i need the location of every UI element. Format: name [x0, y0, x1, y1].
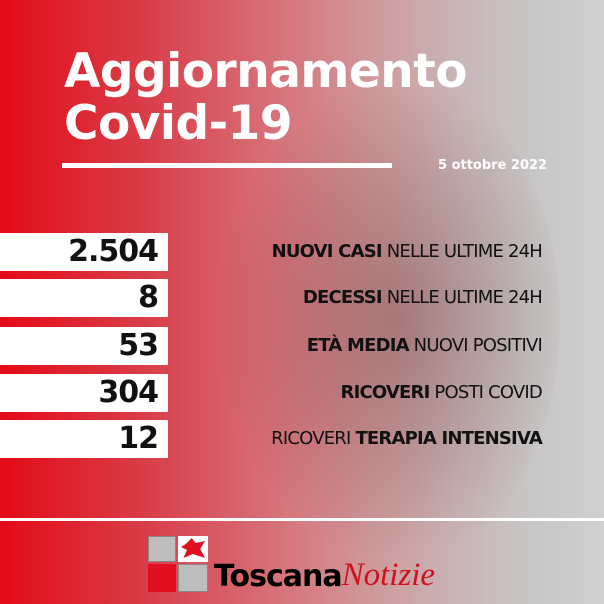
footer-divider [0, 518, 604, 521]
stat-label-icu: RICOVERI TERAPIA INTENSIVA [271, 428, 543, 449]
stat-value-deaths: 8 [0, 279, 168, 317]
stat-value-hospitalized: 304 [0, 374, 168, 412]
title-line-2: Covid-19 [64, 96, 293, 151]
stat-label-new-cases: NUOVI CASI NELLE ULTIME 24H [271, 241, 543, 262]
logo-brand-italic: Notizie [341, 557, 436, 593]
toscana-notizie-logo: Toscana Notizie [148, 536, 435, 592]
date: 5 ottobre 2022 [438, 158, 548, 173]
stat-value-icu: 12 [0, 420, 168, 458]
background-photo [200, 60, 560, 580]
logo-mark-icon [148, 536, 210, 592]
stat-label-average-age: ETÀ MEDIA NUOVI POSITIVI [306, 335, 543, 356]
stat-value-new-cases: 2.504 [0, 233, 168, 271]
title-divider [62, 163, 392, 168]
stat-label-deaths: DECESSI NELLE ULTIME 24H [302, 287, 543, 308]
stat-value-average-age: 53 [0, 327, 168, 365]
logo-brand-bold: Toscana [214, 559, 343, 594]
title-line-1: Aggiornamento [64, 44, 467, 99]
stat-label-hospitalized: RICOVERI POSTI COVID [340, 382, 543, 403]
